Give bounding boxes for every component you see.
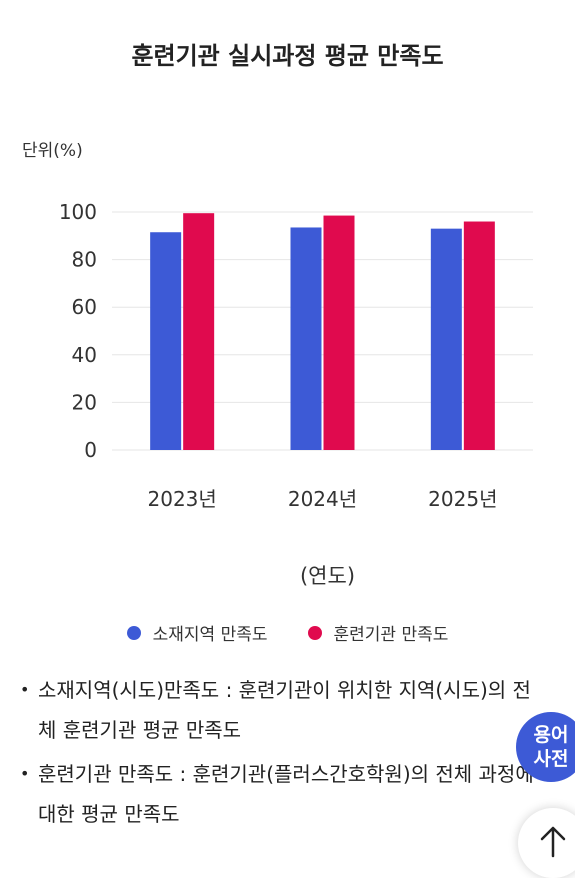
y-tick-label: 80: [72, 248, 97, 272]
unit-label: 단위(%): [22, 141, 83, 161]
bar-2: [463, 221, 495, 450]
legend-label: 훈련기관 만족도: [333, 625, 449, 645]
glossary-button[interactable]: 용어 사전: [516, 712, 575, 782]
scroll-top-button[interactable]: [518, 808, 575, 878]
bar-1: [150, 232, 182, 450]
legend-dot-icon: [126, 625, 141, 640]
chart-title: 훈련기관 실시과정 평균 만족도: [131, 42, 444, 70]
bullet-icon: •: [20, 764, 30, 783]
notes-list: • 소재지역(시도)만족도 : 훈련기관이 위치한 지역(시도)의 전체 훈련기…: [20, 670, 545, 838]
bar-2: [323, 215, 355, 450]
arrow-up-icon: [540, 826, 566, 858]
bar-1: [430, 228, 462, 450]
x-axis-label: (연도): [299, 564, 356, 588]
note-text: 훈련기관 만족도 : 훈련기관(플러스간호학원)의 전체 과정에 대한 평균 만…: [38, 762, 534, 826]
glossary-label-line2: 사전: [533, 748, 569, 770]
y-tick-label: 0: [84, 438, 97, 462]
chart-legend: 소재지역 만족도 훈련기관 만족도: [0, 620, 575, 645]
glossary-label-line1: 용어: [533, 724, 569, 746]
bar-1: [290, 227, 322, 450]
bar-chart: 0 20 40 60 80 100 2023년 2024년 2025년: [59, 200, 533, 511]
x-tick-label: 2024년: [288, 487, 357, 511]
legend-item-series2: 훈련기관 만족도: [307, 620, 449, 645]
bullet-icon: •: [20, 680, 30, 699]
bar-2: [183, 213, 215, 450]
y-tick-label: 40: [72, 343, 97, 367]
x-tick-label: 2025년: [428, 487, 497, 511]
x-tick-label: 2023년: [148, 487, 217, 511]
legend-item-series1: 소재지역 만족도: [126, 620, 268, 645]
note-item: • 훈련기관 만족도 : 훈련기관(플러스간호학원)의 전체 과정에 대한 평균…: [20, 754, 545, 834]
note-text: 소재지역(시도)만족도 : 훈련기관이 위치한 지역(시도)의 전체 훈련기관 …: [38, 678, 531, 742]
note-item: • 소재지역(시도)만족도 : 훈련기관이 위치한 지역(시도)의 전체 훈련기…: [20, 670, 545, 750]
y-tick-label: 60: [72, 295, 97, 319]
y-tick-label: 100: [59, 200, 97, 224]
legend-label: 소재지역 만족도: [152, 625, 268, 645]
legend-dot-icon: [307, 625, 322, 640]
y-tick-label: 20: [72, 390, 97, 414]
